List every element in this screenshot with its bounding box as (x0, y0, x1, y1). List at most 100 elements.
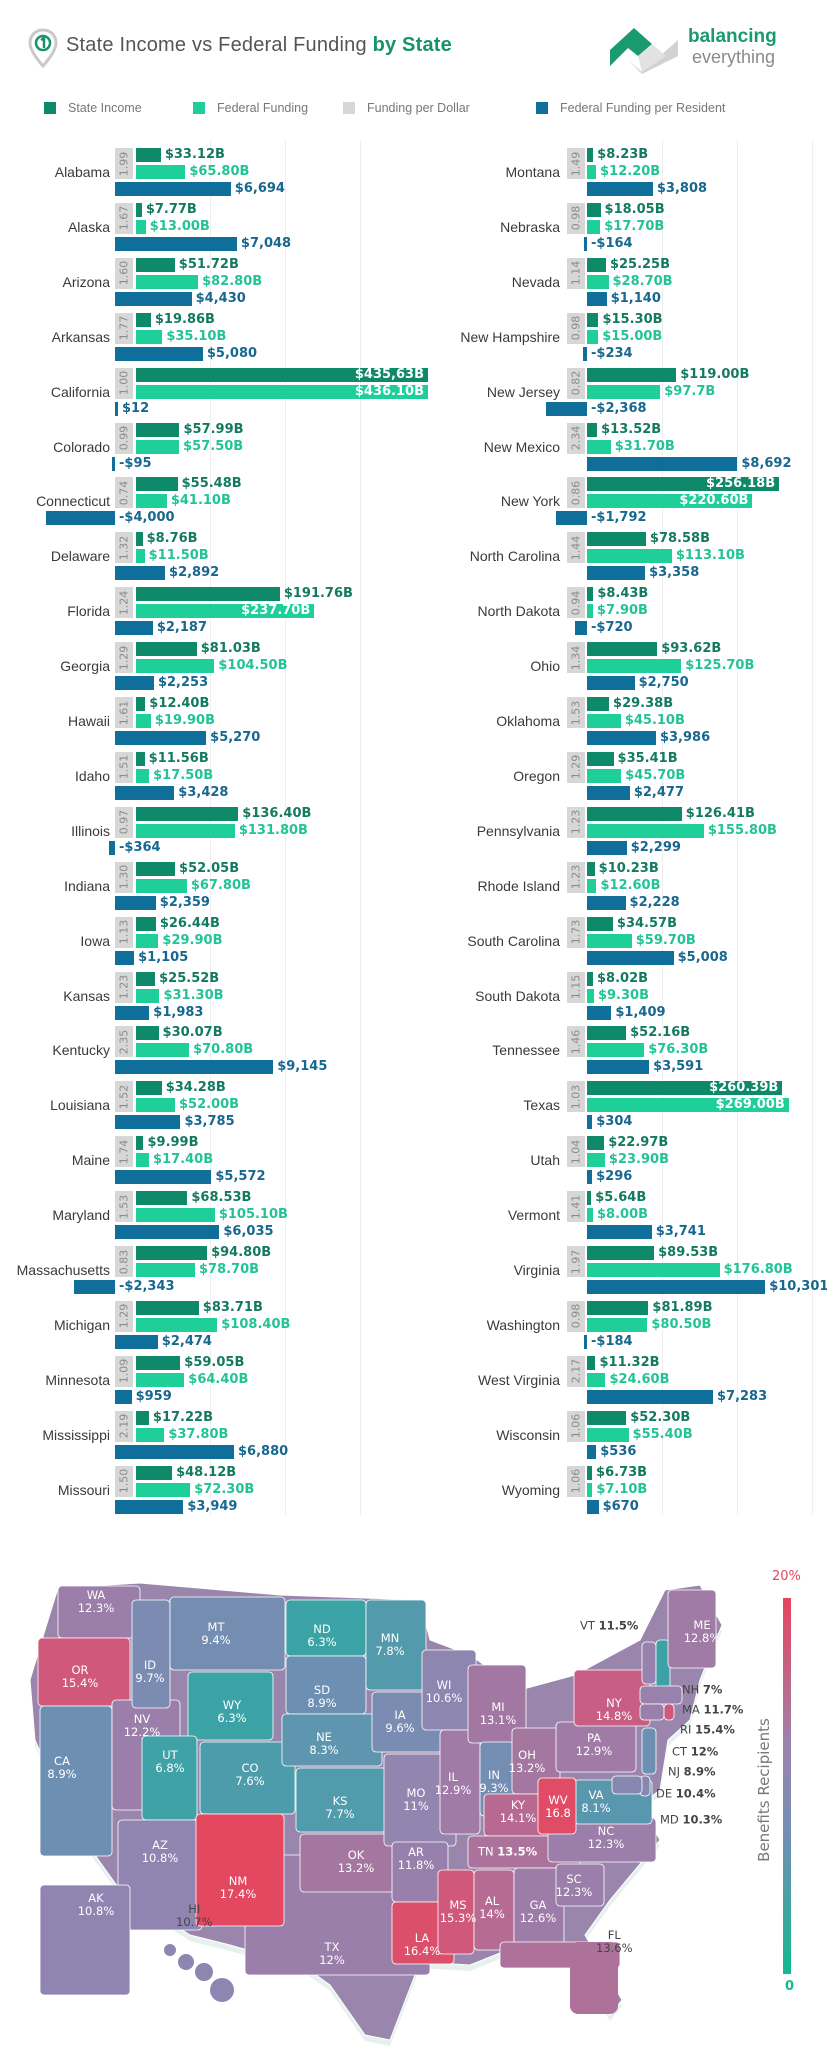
income-bar (136, 1410, 149, 1425)
state-label: Montana (505, 164, 560, 180)
federal-value-label: $8.00B (597, 1207, 649, 1223)
per-resident-value-label: -$2,343 (119, 1279, 175, 1294)
income-value-label: $8.02B (597, 970, 649, 986)
per-resident-value-label: $5,572 (215, 1169, 266, 1185)
per-resident-bar (115, 731, 207, 745)
income-value-label: $48.12B (176, 1464, 237, 1480)
state-percent: 17.4% (219, 1887, 257, 1901)
gridline (285, 140, 286, 1515)
income-bar (587, 148, 594, 162)
legend-swatch (343, 102, 355, 114)
income-value-label: $33.12B (164, 147, 225, 162)
income-bar (587, 697, 610, 711)
state-abbr: AL (484, 1894, 500, 1908)
state-label: Missouri (57, 1481, 110, 1498)
income-bar (587, 422, 598, 437)
state-abbr: CT (672, 1744, 688, 1759)
funding-per-dollar-value: 0.98 (569, 1304, 583, 1329)
map-label-pa: PA 12.9% (576, 1732, 613, 1758)
funding-per-dollar-box: 1.41 (567, 1191, 585, 1223)
funding-per-dollar-box: 1.52 (115, 1081, 133, 1113)
income-bar (587, 202, 601, 217)
funding-per-dollar-value: 1.09 (117, 1359, 131, 1384)
funding-per-dollar-box: 0.74 (115, 477, 133, 509)
per-resident-bar (112, 456, 115, 471)
per-resident-value-label: $9,145 (277, 1059, 328, 1075)
income-value-label: $11.56B (148, 750, 209, 766)
per-resident-bar (115, 1225, 220, 1240)
funding-per-dollar-value: 1.44 (569, 535, 583, 561)
state-percent: 10.8% (77, 1904, 115, 1918)
state-abbr: HI (188, 1902, 201, 1916)
federal-bar (587, 384, 661, 399)
funding-per-dollar-box: 1.14 (567, 257, 585, 289)
income-value-label: $68.53B (191, 1190, 252, 1206)
income-value-label: $119.00B (680, 366, 750, 382)
map-pin-icon (28, 28, 58, 68)
funding-per-dollar-value: 1.50 (117, 1468, 131, 1494)
income-bar (587, 642, 658, 657)
state-abbr: MI (491, 1700, 505, 1714)
funding-per-dollar-box: 1.24 (115, 587, 133, 619)
per-resident-value-label: $1,983 (153, 1004, 204, 1020)
map-label-or: OR 15.4% (62, 1664, 99, 1690)
page-title: State Income vs Federal Funding by State (66, 34, 452, 57)
state-ak (39, 1884, 131, 1996)
income-value-label: $8.43B (597, 586, 649, 602)
income-bar (587, 1246, 655, 1260)
income-bar (136, 751, 145, 766)
per-resident-value-label: $3,591 (653, 1059, 704, 1075)
federal-bar (587, 604, 593, 619)
funding-per-dollar-box: 1.46 (567, 1026, 585, 1058)
income-value-label: $93.62B (661, 641, 722, 657)
per-resident-value-label: $3,358 (649, 565, 700, 581)
map-label-nd: ND 6.3% (307, 1623, 336, 1649)
income-value-label: $52.30B (630, 1409, 691, 1425)
state-label: New Hampshire (460, 328, 560, 345)
map-label-va: VA 8.1% (581, 1789, 610, 1815)
funding-per-dollar-value: 1.29 (117, 1304, 131, 1329)
income-bar (136, 1136, 144, 1151)
funding-per-dollar-box: 1.03 (567, 1081, 585, 1113)
state-abbr: WA (86, 1588, 106, 1602)
per-resident-bar (582, 346, 587, 361)
income-bar (136, 1246, 208, 1260)
map-label-ia: IA 9.6% (385, 1709, 414, 1735)
state-percent: 10.7% (176, 1915, 213, 1929)
per-resident-bar (546, 401, 587, 416)
federal-value-label: $23.90B (608, 1152, 669, 1168)
state-label: Connecticut (36, 493, 110, 510)
income-bar (136, 1026, 159, 1041)
funding-per-dollar-box: 1.97 (567, 1246, 585, 1277)
federal-value-label: $82.80B (202, 273, 263, 289)
per-resident-bar (587, 1060, 650, 1075)
federal-bar (587, 1043, 645, 1058)
per-resident-value-label: -$4,000 (119, 510, 175, 526)
state-abbr: PA (586, 1731, 602, 1745)
state-percent: 10.6% (425, 1691, 463, 1705)
federal-value-label: $11.50B (148, 548, 209, 564)
state-percent: 16.8 (545, 1806, 571, 1820)
state-label: Rhode Island (477, 877, 560, 894)
funding-per-dollar-box: 2.35 (115, 1026, 133, 1058)
federal-bar (136, 659, 215, 674)
color-scale-title: Benefits Recipients (755, 1718, 773, 1862)
income-value-label: $51.72B (178, 256, 239, 272)
income-value-label: $25.25B (609, 256, 671, 272)
income-bar (587, 1136, 605, 1151)
income-bar (136, 422, 180, 437)
federal-bar (136, 1263, 196, 1277)
legend-max-label: 20% (772, 1569, 801, 1584)
state-wy (187, 1671, 274, 1741)
brand-name-line1: balancing (688, 26, 777, 47)
income-bar (587, 916, 613, 931)
federal-bar (587, 1098, 789, 1113)
funding-per-dollar-value: 0.86 (569, 480, 583, 506)
federal-bar (587, 439, 611, 454)
federal-value-label: $76.30B (648, 1042, 709, 1058)
federal-bar (136, 219, 146, 234)
federal-bar (136, 988, 160, 1003)
state-percent: 12.9% (575, 1744, 613, 1758)
federal-value-label: $97.7B (664, 383, 716, 399)
per-resident-value-label: $536 (600, 1443, 637, 1459)
